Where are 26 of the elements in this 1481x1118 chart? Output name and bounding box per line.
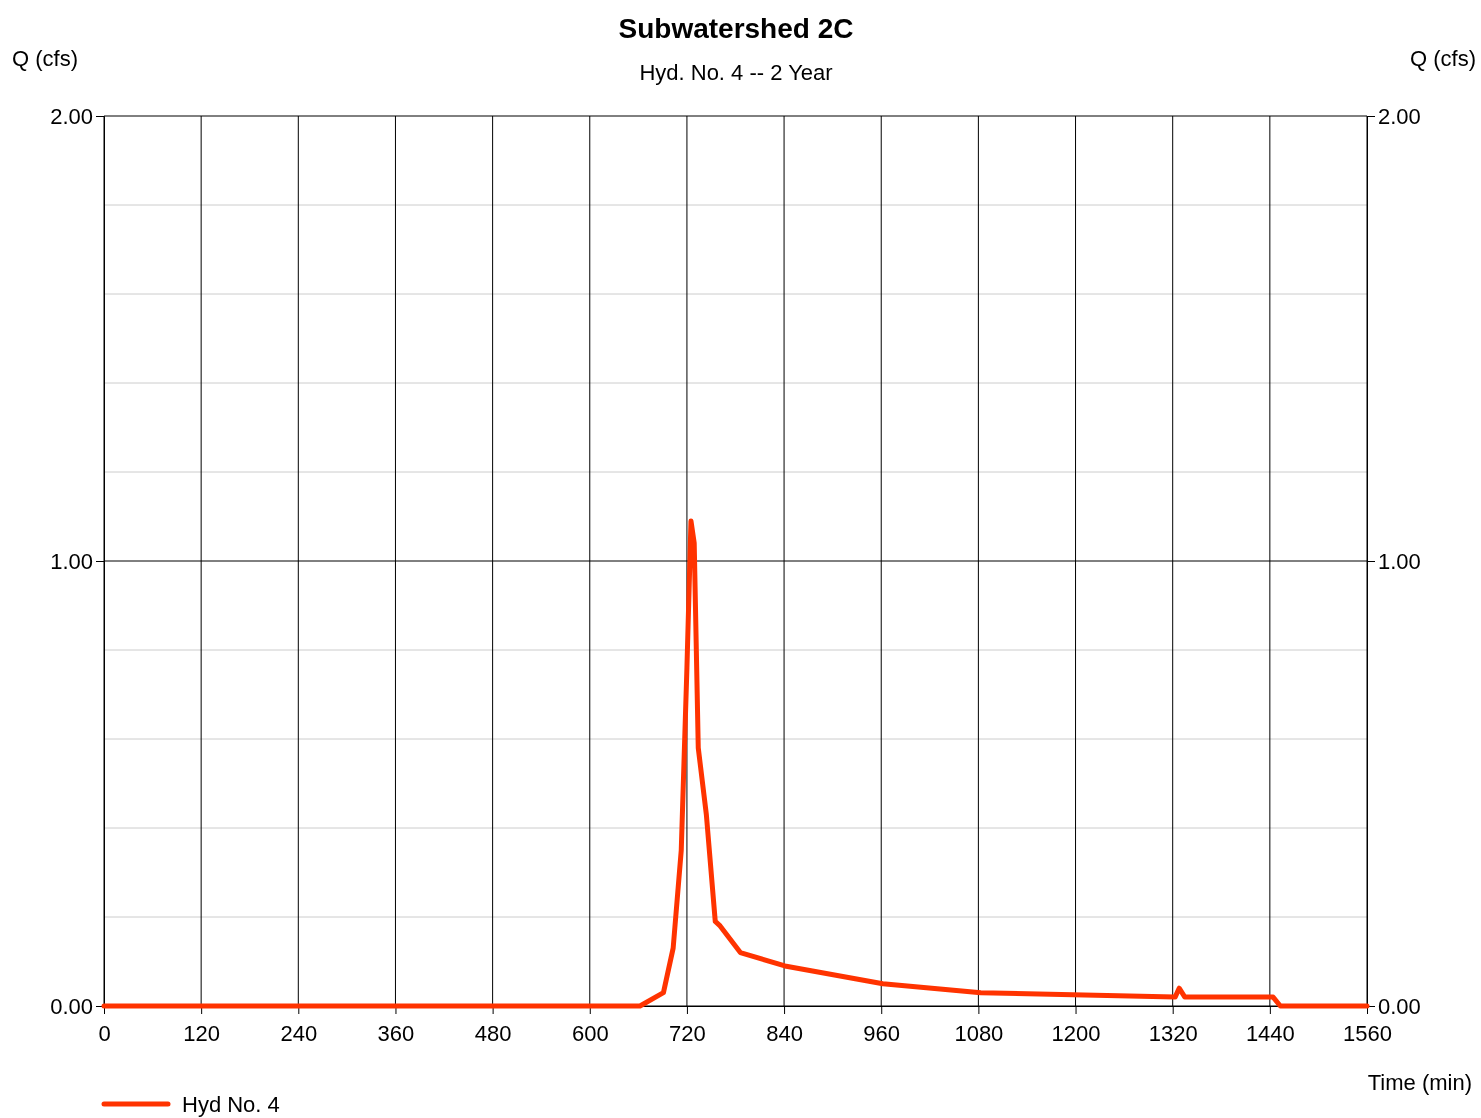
x-tick-label: 840 <box>766 1021 803 1047</box>
chart-title: Subwatershed 2C <box>618 13 854 44</box>
x-tick-label: 720 <box>669 1021 706 1047</box>
y-tick-label: 1.00 <box>50 548 93 574</box>
y-axis-title: Q (cfs) <box>12 46 78 71</box>
chart-subtitle: Hyd. No. 4 -- 2 Year <box>639 60 833 85</box>
y2-axis-title: Q (cfs) <box>1410 46 1476 71</box>
y2-tick-label: 2.00 <box>1378 103 1421 129</box>
x-tick-label: 1320 <box>1148 1021 1198 1047</box>
x-tick-label: 360 <box>377 1021 415 1047</box>
x-tick-label: 1080 <box>954 1021 1004 1047</box>
y2-tick-label: 0.00 <box>1378 993 1421 1019</box>
x-tick-label: 600 <box>571 1021 609 1047</box>
x-tick-label: 1200 <box>1051 1021 1101 1047</box>
x-tick-label: 480 <box>474 1021 512 1047</box>
x-tick-label: 960 <box>863 1021 901 1047</box>
x-tick-label: 1560 <box>1343 1021 1392 1047</box>
y-tick-label: 0.00 <box>50 993 93 1019</box>
x-tick-label: 1440 <box>1245 1021 1295 1047</box>
x-tick-label: 120 <box>183 1021 221 1047</box>
x-tick-label: 0 <box>98 1021 111 1047</box>
y-tick-label: 2.00 <box>50 103 93 129</box>
y2-tick-label: 1.00 <box>1378 548 1421 574</box>
legend-label: Hyd No. 4 <box>182 1092 280 1117</box>
x-tick-label: 240 <box>280 1021 318 1047</box>
x-axis-title: Time (min) <box>1367 1070 1472 1095</box>
